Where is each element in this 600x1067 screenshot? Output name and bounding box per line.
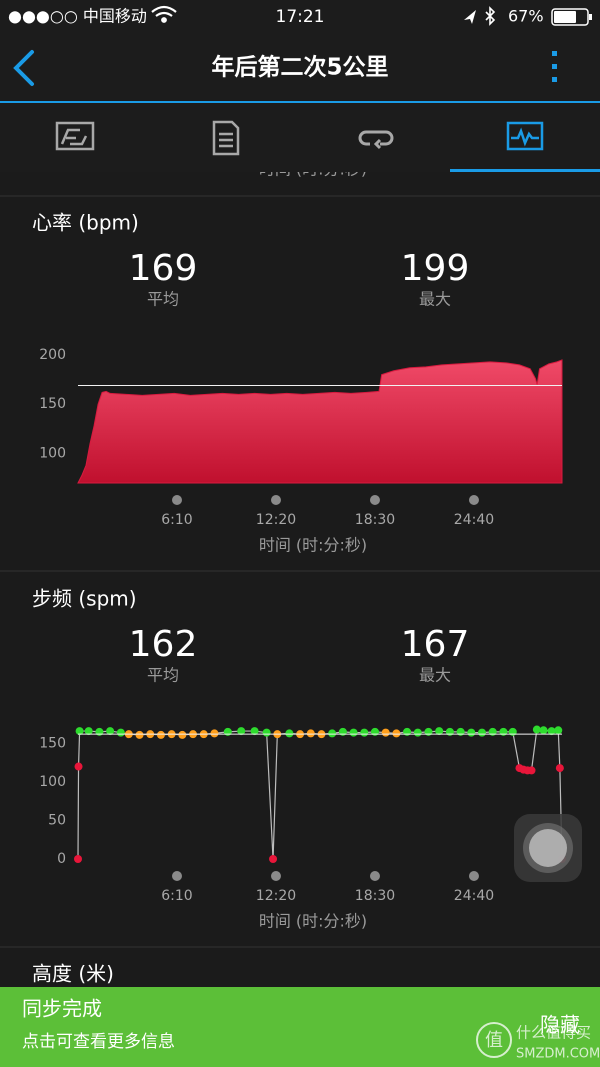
tab-overview[interactable] — [55, 121, 95, 151]
y-tick-label: 100 — [39, 774, 66, 790]
cadence-point — [532, 725, 541, 734]
y-tick-label: 50 — [48, 812, 66, 828]
tab-laps[interactable] — [358, 130, 394, 150]
cadence-title: 步频 (spm) — [32, 587, 137, 611]
watermark-icon: 值 — [485, 1030, 503, 1051]
cadence-point — [539, 726, 548, 735]
back-button[interactable] — [13, 50, 34, 86]
page-title: 年后第二次5公里 — [211, 54, 388, 81]
heart-rate-average: 169 — [129, 248, 198, 289]
cadence-point — [285, 729, 294, 738]
battery-percent: 67% — [508, 7, 544, 26]
watermark-text: 什么值得买 — [516, 1024, 591, 1042]
x-tick-mark — [468, 495, 479, 505]
cadence-point — [435, 727, 444, 736]
clock: 17:21 — [276, 7, 325, 27]
cadence-point — [262, 728, 271, 737]
y-tick-label: 200 — [39, 347, 66, 363]
x-tick-label: 6:10 — [161, 512, 192, 528]
cadence-point — [328, 729, 337, 738]
cadence-point — [349, 728, 358, 737]
cadence-point — [106, 727, 115, 736]
tab-bar — [0, 103, 600, 172]
cadence-point — [527, 766, 536, 775]
x-tick-mark — [369, 871, 380, 881]
y-tick-label: 100 — [39, 445, 66, 461]
cadence-point — [360, 728, 369, 737]
cadence-point — [555, 764, 564, 773]
x-tick-mark — [171, 495, 182, 505]
heart-rate-chart: 100 150 200 6:10 12:20 18:30 24:40 — [39, 347, 563, 528]
x-axis-title: 时间 (时:分:秒) — [259, 536, 367, 555]
cadence-point — [74, 855, 82, 863]
heart-rate-area — [77, 359, 563, 484]
cadence-point — [135, 730, 144, 739]
cadence-point — [554, 726, 563, 735]
x-tick-mark — [171, 871, 182, 881]
cadence-point — [269, 855, 278, 863]
wifi-icon — [151, 5, 177, 23]
battery-icon — [551, 8, 592, 26]
location-icon — [464, 10, 476, 24]
x-tick-label: 12:20 — [256, 512, 296, 528]
heart-rate-max: 199 — [401, 248, 470, 289]
header-background — [0, 0, 600, 102]
cadence-point — [547, 727, 556, 736]
banner-title: 同步完成 — [22, 997, 102, 1021]
tab-details[interactable] — [212, 120, 240, 156]
banner-message: 点击可查看更多信息 — [22, 1032, 175, 1052]
x-tick-label: 12:20 — [256, 888, 296, 904]
max-label: 最大 — [419, 666, 451, 685]
cadence-point — [74, 762, 83, 771]
menu-button[interactable] — [552, 51, 557, 82]
max-label: 最大 — [419, 290, 451, 309]
hide-button[interactable]: 隐藏 — [540, 1013, 580, 1037]
cadence-point — [250, 727, 259, 736]
cadence-point — [467, 728, 476, 737]
cadence-point — [116, 728, 125, 737]
cadence-point — [210, 729, 219, 738]
x-tick-label: 18:30 — [355, 888, 395, 904]
x-axis-title: 时间 (时:分:秒) — [259, 912, 367, 931]
cadence-point — [178, 730, 187, 739]
tab-charts[interactable] — [506, 121, 544, 151]
x-tick-mark — [468, 871, 479, 881]
cadence-point — [413, 728, 422, 737]
y-tick-label: 0 — [57, 851, 66, 867]
cadence-point — [156, 730, 165, 739]
cadence-max: 167 — [401, 624, 470, 665]
average-label: 平均 — [147, 666, 179, 685]
active-tab-indicator — [450, 169, 600, 172]
cadence-chart: 0 50 100 150 6:10 12:20 18:30 24:40 — [39, 725, 566, 904]
header-divider — [0, 101, 600, 103]
x-tick-label: 6:10 — [161, 888, 192, 904]
heart-rate-title: 心率 (bpm) — [32, 211, 139, 235]
average-label: 平均 — [147, 290, 179, 309]
assistive-touch[interactable] — [514, 814, 582, 882]
x-tick-label: 24:40 — [454, 888, 494, 904]
cadence-point — [84, 727, 93, 736]
sync-banner[interactable] — [0, 987, 600, 1067]
cadence-average: 162 — [129, 624, 198, 665]
x-tick-mark — [369, 495, 380, 505]
bluetooth-icon — [485, 6, 496, 26]
y-tick-label: 150 — [39, 396, 66, 412]
cadence-point — [237, 727, 246, 736]
elevation-title: 高度 (米) — [32, 962, 114, 986]
carrier: ●●●○○ 中国移动 — [8, 7, 147, 26]
cadence-point — [75, 727, 84, 736]
cadence-point — [381, 728, 390, 737]
x-tick-mark — [270, 871, 281, 881]
x-tick-label: 24:40 — [454, 512, 494, 528]
cadence-point — [392, 729, 401, 738]
y-tick-label: 150 — [39, 735, 66, 751]
cadence-point — [478, 728, 487, 737]
cadence-point — [306, 729, 315, 738]
x-tick-label: 18:30 — [355, 512, 395, 528]
watermark: 值 什么值得买 SMZDM.COM — [476, 1022, 600, 1062]
watermark-site: SMZDM.COM — [516, 1047, 600, 1062]
x-tick-mark — [270, 495, 281, 505]
